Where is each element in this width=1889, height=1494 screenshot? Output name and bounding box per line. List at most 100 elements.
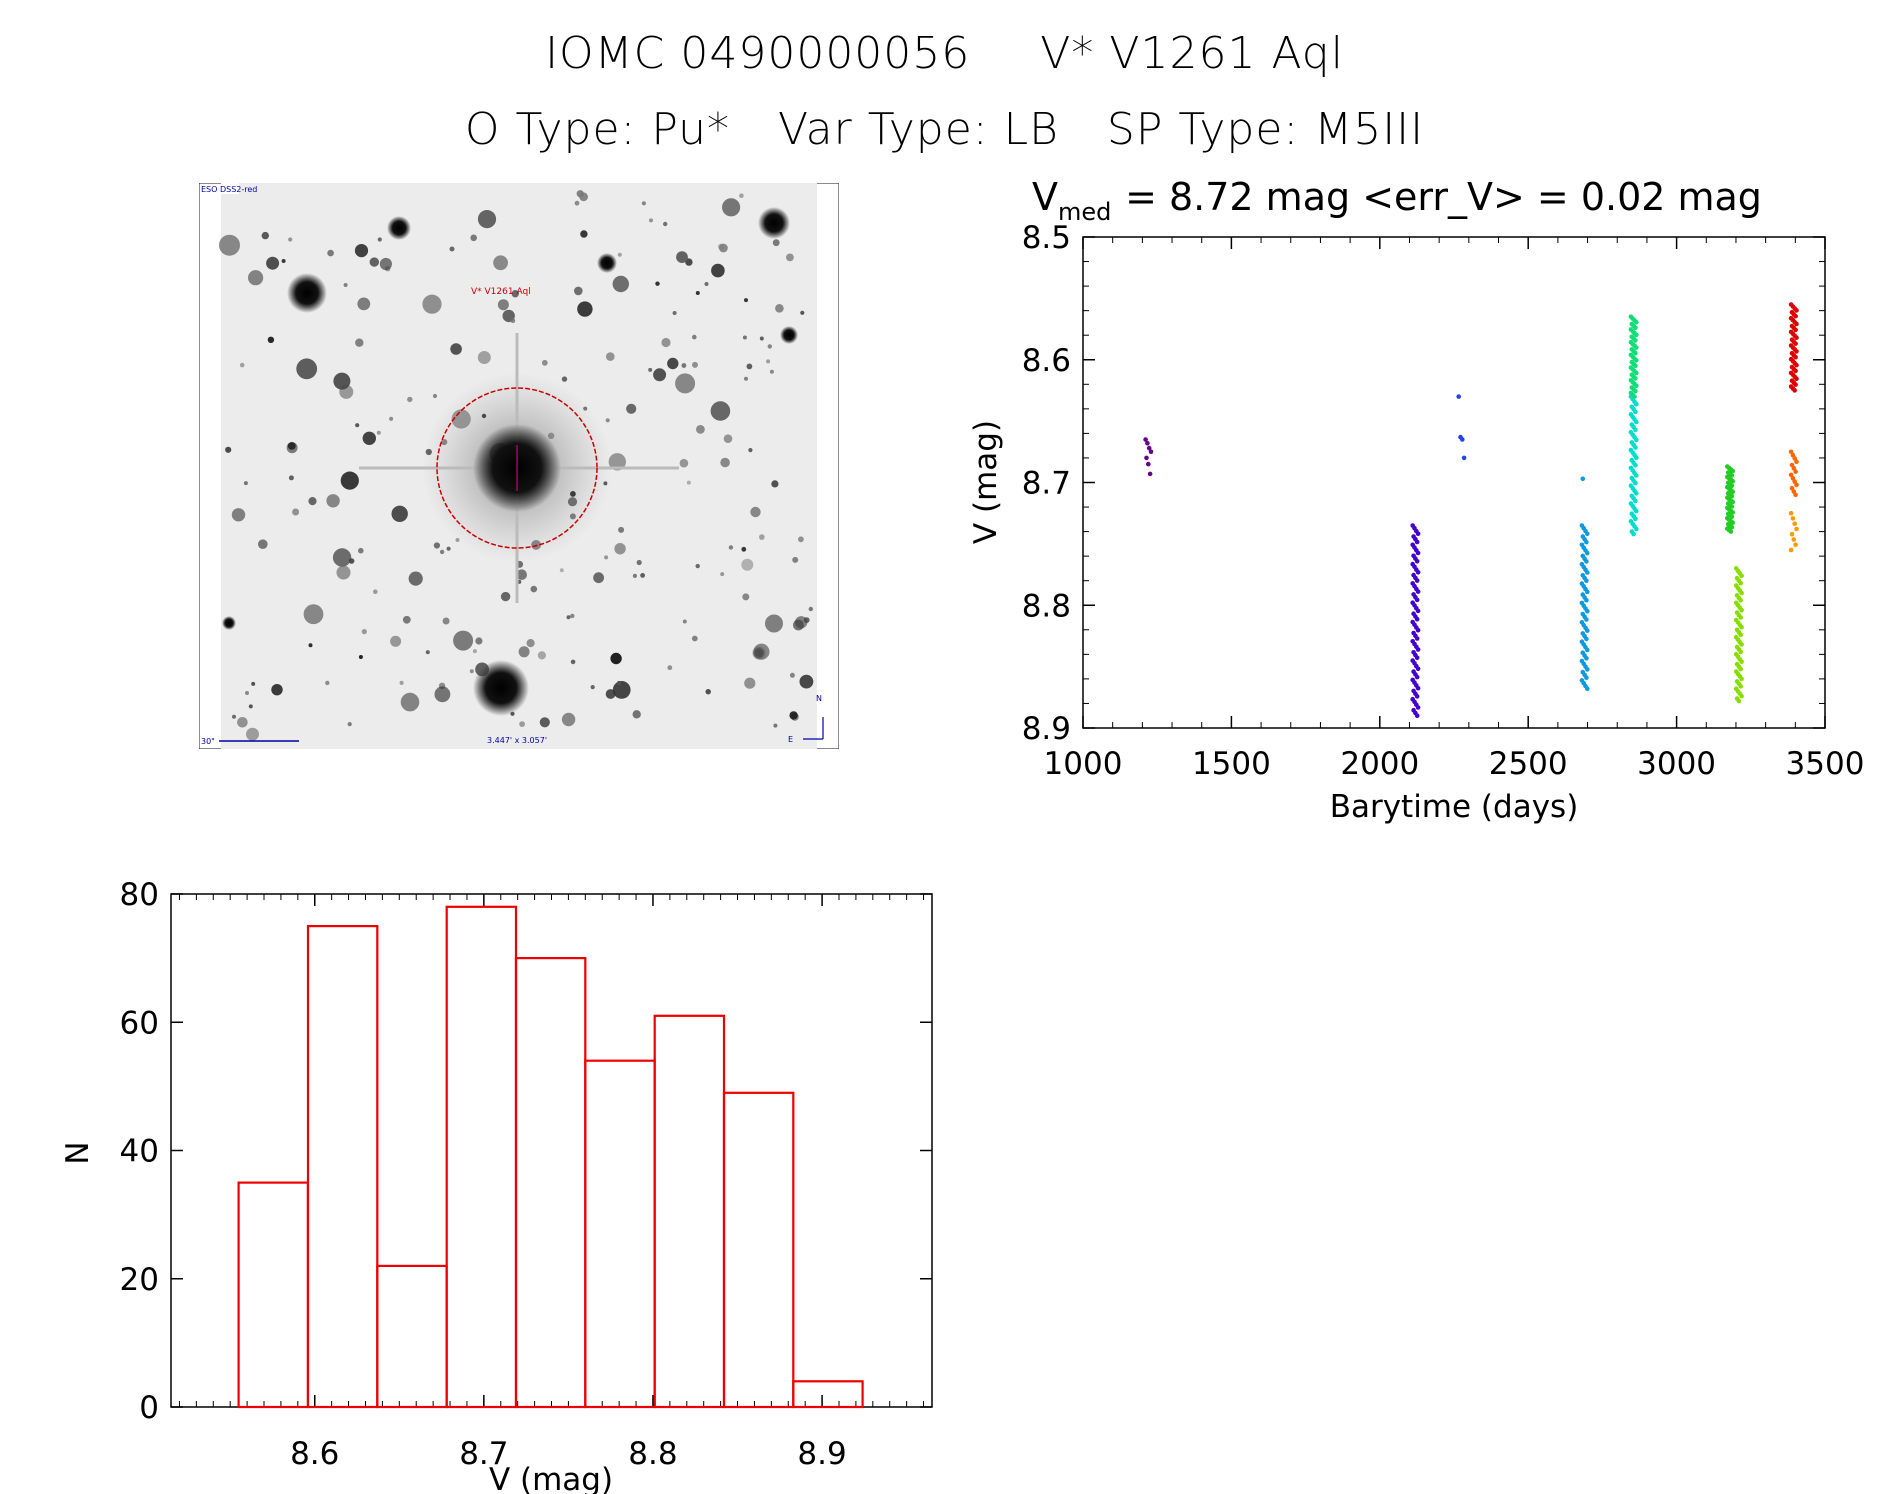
lc-point (1790, 317, 1796, 323)
sky-star (744, 376, 748, 381)
lc-point (1730, 468, 1735, 474)
hist-bar (306, 924, 379, 1409)
sky-star (477, 351, 491, 364)
lc-point (1632, 488, 1637, 494)
lc-point (1628, 501, 1634, 506)
lc-point (1582, 633, 1587, 639)
lc-point (1629, 372, 1635, 378)
lc-point (1581, 525, 1586, 531)
lc-point (1737, 674, 1743, 679)
o-type: O Type: Pu* (464, 104, 730, 155)
sky-star (750, 506, 761, 518)
lc-point (1582, 672, 1587, 678)
star-name: V* V1261 Aql (1040, 28, 1344, 79)
lc-point (1739, 625, 1744, 630)
lc-point (1630, 450, 1635, 455)
sky-star (789, 711, 798, 720)
lc-point (1734, 661, 1740, 667)
sky-star (808, 606, 813, 612)
scale-label-bg (199, 735, 221, 747)
sky-star (612, 681, 631, 699)
lc-point (1789, 485, 1795, 491)
hist-xtick-label: 8.8 (628, 1436, 677, 1472)
target-label: V* V1261 Aql (471, 287, 531, 297)
sky-star (469, 669, 474, 674)
lc-point (1579, 639, 1585, 644)
lc-point (1579, 523, 1585, 528)
lc-point (1791, 380, 1797, 385)
sky-star (593, 572, 604, 584)
lc-point (1581, 564, 1586, 570)
lc-point (1735, 637, 1741, 642)
lc-point (1736, 630, 1742, 635)
lc-point (1728, 467, 1734, 472)
lc-point (1633, 325, 1638, 331)
sky-star (243, 481, 248, 486)
sky-star (362, 431, 376, 445)
sky-star (475, 662, 489, 677)
sky-star (287, 273, 327, 313)
lc-point (1788, 384, 1794, 389)
lc-point (1585, 686, 1590, 691)
lc-point (1631, 496, 1636, 501)
lc-point (1411, 688, 1416, 694)
sky-star (759, 534, 765, 540)
lc-point (1629, 347, 1635, 352)
lc-point (1633, 480, 1638, 486)
lc-point (1630, 414, 1635, 420)
sky-star (225, 446, 232, 453)
lc-point (1583, 567, 1588, 572)
lc-point (1793, 382, 1798, 387)
lc-point (1788, 343, 1794, 348)
lc-point (1415, 608, 1421, 614)
lc-point (1413, 710, 1418, 716)
lc-point (1736, 612, 1742, 618)
lc-xtick-label: 2500 (1489, 746, 1568, 782)
lc-point (1725, 501, 1731, 506)
lc-point (1628, 519, 1634, 524)
lc-point (1727, 523, 1733, 528)
lc-point (1736, 647, 1742, 652)
lc-point (1739, 693, 1744, 699)
lc-point (1630, 503, 1635, 509)
sky-star (354, 244, 369, 258)
lc-point (1629, 321, 1635, 327)
lc-point (1581, 545, 1586, 550)
lc-point (1412, 545, 1417, 550)
sky-star (477, 210, 497, 229)
lc-xtick-label: 3000 (1637, 746, 1716, 782)
sky-star (759, 336, 764, 341)
lc-point (1792, 360, 1797, 366)
sky-star (402, 615, 411, 624)
lc-point (1634, 370, 1639, 376)
sky-star (519, 721, 525, 727)
sky-star (753, 643, 770, 660)
lc-point (1736, 595, 1742, 601)
hist-bar (237, 1181, 310, 1409)
sky-star (332, 548, 352, 567)
sky-star (541, 359, 548, 366)
lc-point (1631, 336, 1636, 341)
lc-point (1633, 338, 1638, 343)
sky-star (640, 573, 645, 578)
sky-star (292, 508, 300, 516)
lc-point (1738, 580, 1743, 586)
lc-point (1788, 302, 1794, 307)
lc-point (1738, 598, 1743, 603)
lc-point (1412, 680, 1417, 685)
lc-point (1789, 323, 1795, 329)
sky-star (231, 508, 246, 522)
sky-star (728, 545, 734, 550)
lc-point (1726, 517, 1732, 523)
lc-point (1632, 368, 1637, 374)
lc-point (1633, 409, 1638, 415)
hist-bar (653, 1014, 726, 1409)
lc-point (1410, 523, 1415, 528)
sky-star (792, 556, 799, 563)
sky-star (308, 497, 317, 506)
lc-point (1725, 516, 1730, 521)
lc-point (1788, 510, 1794, 516)
lc-point (1581, 661, 1586, 667)
lc-plot-frame (1082, 236, 1826, 729)
lc-point (1790, 516, 1796, 521)
